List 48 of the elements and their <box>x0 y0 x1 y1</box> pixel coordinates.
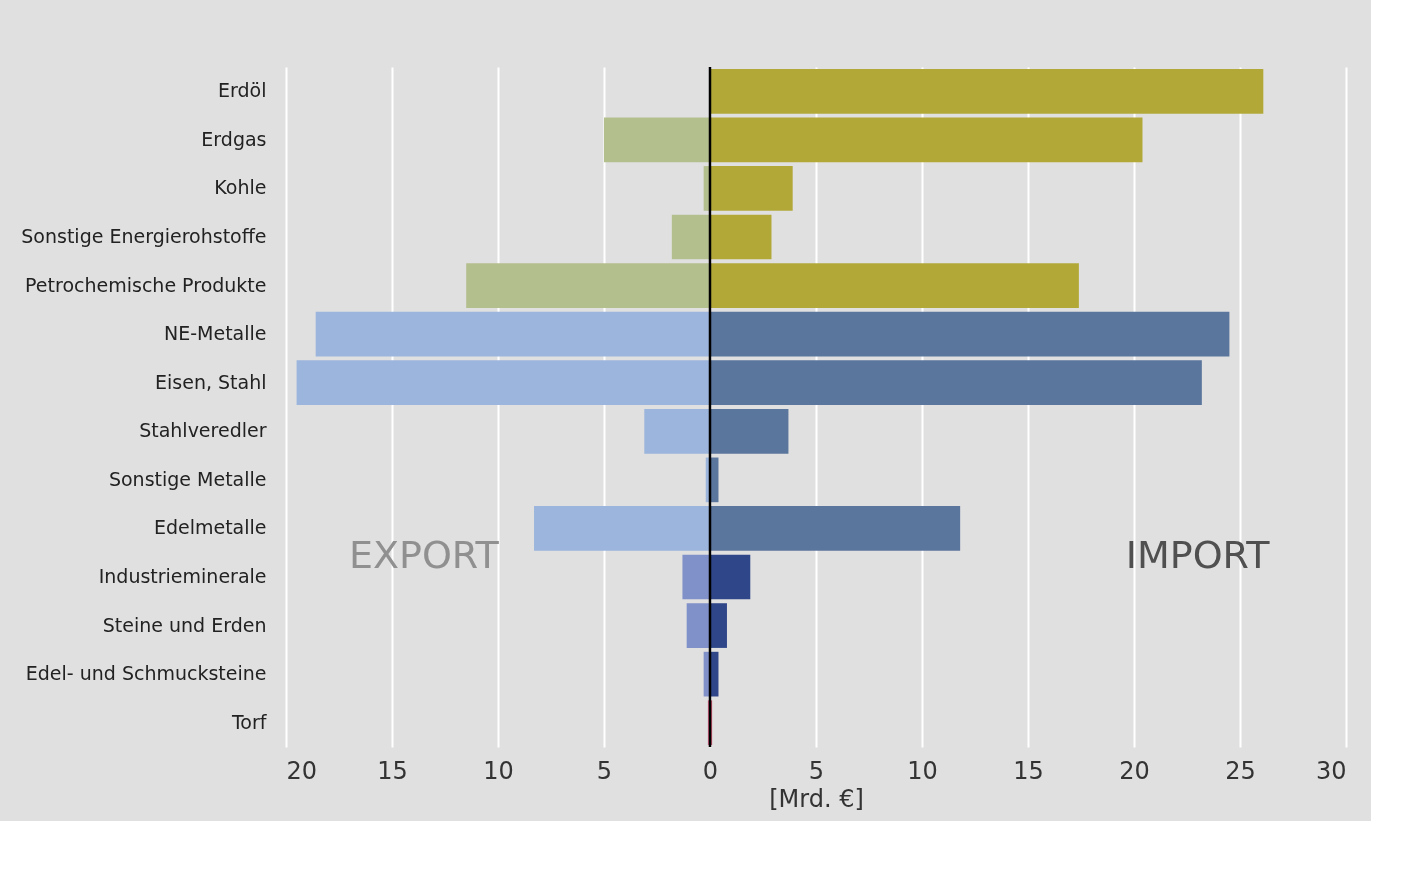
y-tick-label: Industrieminerale <box>98 565 267 587</box>
x-tick-label: 20 <box>1119 756 1150 785</box>
y-tick-label: Torf <box>230 710 268 733</box>
x-tick-label: 15 <box>377 756 408 785</box>
x-tick-label: 10 <box>483 756 514 785</box>
y-tick-label: Petrochemische Produkte <box>25 273 267 296</box>
x-tick-label: 20 <box>286 756 318 785</box>
bar <box>604 117 710 163</box>
bar <box>686 603 710 648</box>
bar <box>466 263 710 308</box>
bar <box>710 68 1264 114</box>
y-tick-label: NE-Metalle <box>164 322 267 345</box>
bar <box>710 360 1202 406</box>
bar <box>710 117 1143 163</box>
x-tick-label: 5 <box>808 756 825 785</box>
bar <box>315 311 710 357</box>
x-tick-label: 30 <box>1315 756 1347 785</box>
y-tick-label: Stahlveredler <box>139 419 267 442</box>
y-tick-label: Steine und Erden <box>102 613 267 636</box>
bar <box>682 554 710 600</box>
bar <box>296 360 710 406</box>
y-tick-label: Erdöl <box>218 79 267 102</box>
annotation: IMPORT <box>1125 532 1271 577</box>
x-tick-label: 10 <box>907 756 938 785</box>
bar <box>644 408 710 454</box>
bar <box>710 506 961 551</box>
x-axis-title: [Mrd. €] <box>769 784 864 813</box>
bar <box>710 166 793 211</box>
bar <box>671 214 710 260</box>
y-tick-label: Sonstige Energierohstoffe <box>21 225 267 247</box>
bar <box>710 311 1230 357</box>
x-tick-label: 5 <box>596 756 613 785</box>
bar <box>710 214 772 260</box>
annotation: EXPORT <box>348 532 500 577</box>
y-tick-label: Eisen, Stahl <box>155 370 267 393</box>
y-tick-label: Edelmetalle <box>153 516 267 539</box>
bar <box>534 506 710 551</box>
y-tick-label: Sonstige Metalle <box>108 467 267 490</box>
bar <box>710 263 1079 308</box>
bar <box>710 554 751 600</box>
y-tick-label: Edel- und Schmucksteine <box>25 662 267 685</box>
x-tick-label: 25 <box>1225 756 1256 785</box>
y-tick-label: Kohle <box>214 176 267 199</box>
bar <box>710 408 789 454</box>
x-tick-label: 15 <box>1013 756 1044 785</box>
x-tick-label: 0 <box>702 756 719 785</box>
bar <box>710 603 727 648</box>
y-tick-label: Erdgas <box>201 127 267 150</box>
